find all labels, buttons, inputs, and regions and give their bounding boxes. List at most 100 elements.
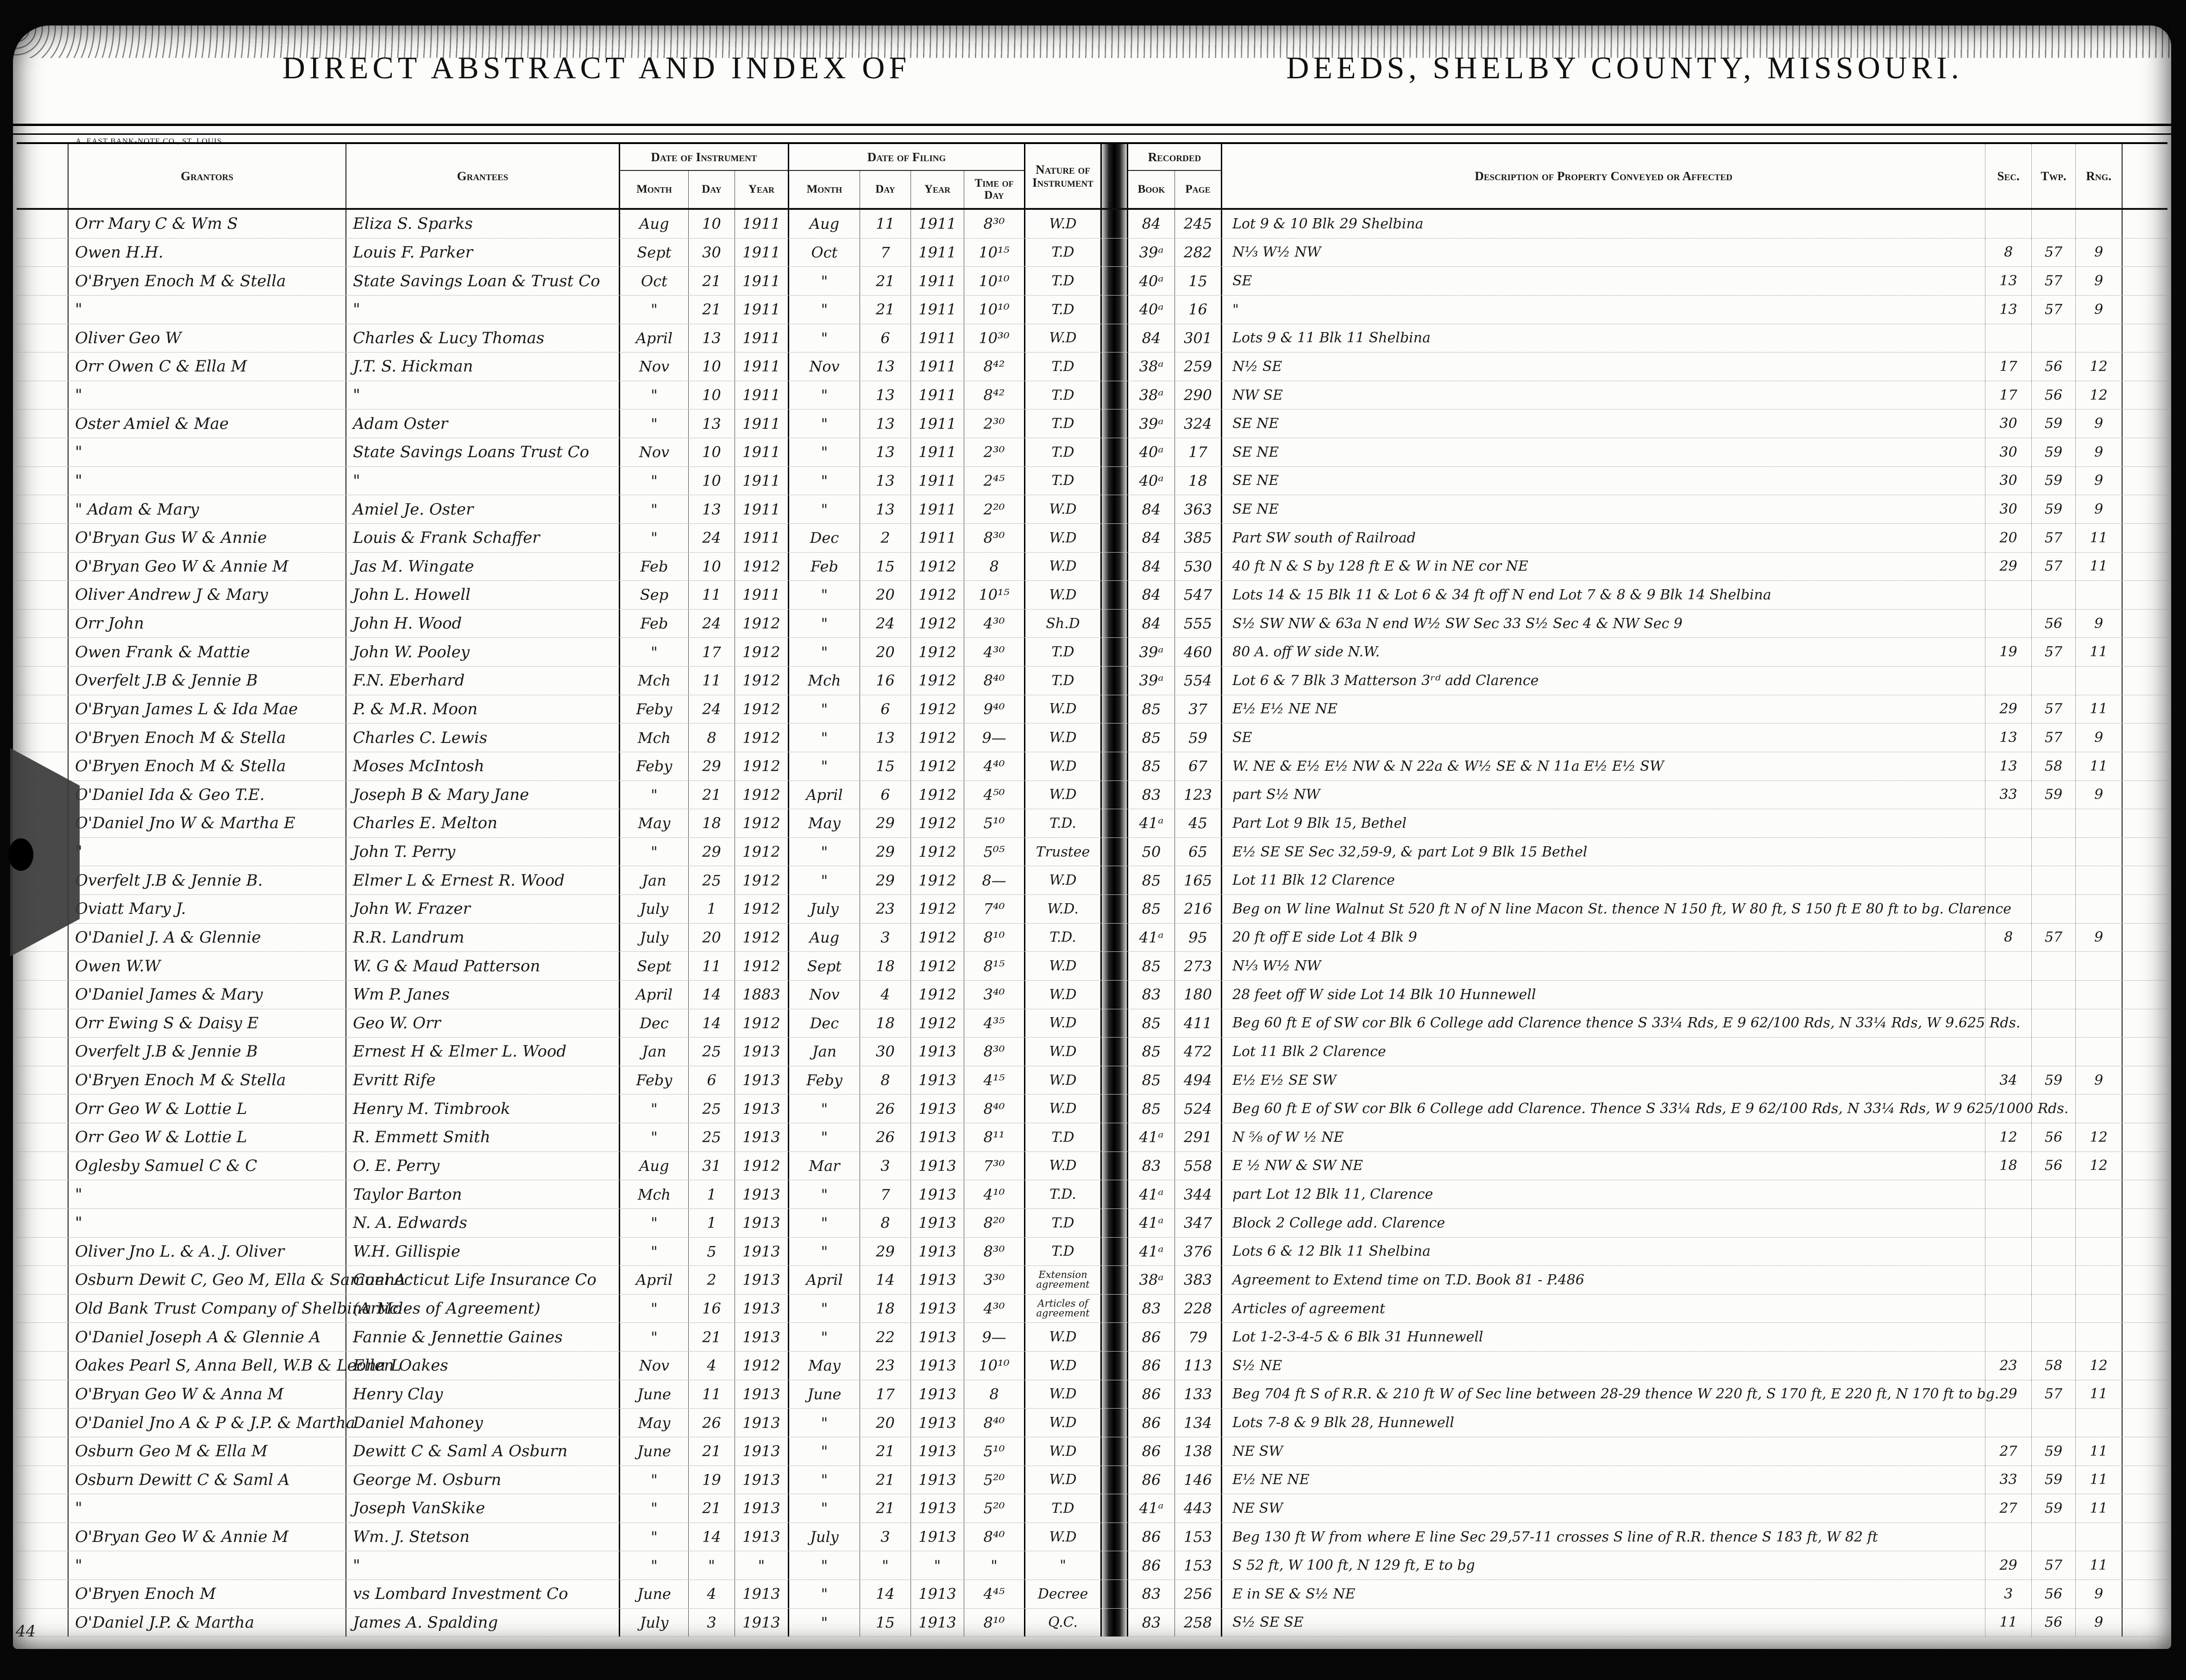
book-gutter-cell bbox=[1100, 1009, 1128, 1038]
page-cell: 347 bbox=[1175, 1208, 1221, 1237]
filing-month-cell: " bbox=[788, 1123, 860, 1151]
filing-month-cell: " bbox=[788, 381, 860, 409]
rng-cell bbox=[2075, 1409, 2122, 1437]
instrument-year-cell: 1912 bbox=[735, 638, 788, 666]
instrument-day-cell: 11 bbox=[688, 952, 735, 980]
ledger-row: O'Bryan Gus W & Annie Louis & Frank Scha… bbox=[17, 523, 2167, 553]
instrument-year-cell: 1911 bbox=[735, 267, 788, 295]
left-margin-cell bbox=[17, 1180, 68, 1208]
ledger-row: Owen H.H. Louis F. Parker Sept 30 1911 O… bbox=[17, 238, 2167, 267]
book-cell: 50 bbox=[1142, 843, 1161, 861]
grantee-cell: P. & M.R. Moon bbox=[345, 695, 619, 724]
filing-year-cell: 1912 bbox=[911, 780, 964, 809]
filing-day-cell: 29 bbox=[860, 1237, 911, 1266]
page-cell: 558 bbox=[1175, 1151, 1221, 1180]
filing-month-cell: Mch bbox=[788, 667, 860, 695]
grantor-cell: " Adam & Mary bbox=[68, 495, 345, 523]
left-margin-cell bbox=[17, 638, 68, 666]
nature-cell: W.D bbox=[1024, 1352, 1100, 1380]
instrument-month-cell: June bbox=[619, 1580, 688, 1608]
instrument-year-cell: 1911 bbox=[735, 352, 788, 381]
grantor-cell: O'Bryen Enoch M & Stella bbox=[68, 1066, 345, 1095]
nature-cell: W.D bbox=[1024, 752, 1100, 780]
filing-time-cell: 8³⁰ bbox=[964, 210, 1024, 238]
description-cell: W. NE & E½ E½ NW & N 22a & W½ SE & N 11a… bbox=[1221, 752, 1985, 780]
filing-time-cell: 8⁴² bbox=[964, 381, 1024, 409]
right-margin-cell bbox=[2122, 780, 2165, 809]
book-gutter-cell bbox=[1100, 866, 1128, 894]
rng-cell: 11 bbox=[2075, 1551, 2122, 1579]
filing-month-cell: " bbox=[788, 1180, 860, 1208]
grantee-cell: O. E. Perry bbox=[345, 1151, 619, 1180]
filing-day-cell: " bbox=[860, 1551, 911, 1579]
instrument-day-cell: 25 bbox=[688, 1123, 735, 1151]
filing-month-cell: May bbox=[788, 809, 860, 837]
right-margin-cell bbox=[2122, 238, 2165, 267]
page-cell: 383 bbox=[1175, 1266, 1221, 1294]
twp-cell: 56 bbox=[2031, 381, 2075, 409]
sec-cell: 3 bbox=[1985, 1580, 2031, 1608]
ledger-row: Oster Amiel & Mae Adam Oster " 13 1911 "… bbox=[17, 409, 2167, 438]
description-cell: SE NE bbox=[1221, 466, 1985, 495]
instrument-month-cell: " bbox=[619, 466, 688, 495]
filing-time-cell: 9— bbox=[964, 724, 1024, 752]
twp-cell: 57 bbox=[2031, 238, 2075, 267]
filing-month-cell: " bbox=[788, 638, 860, 666]
nature-cell: T.D bbox=[1024, 267, 1100, 295]
description-cell: N½ SE bbox=[1221, 352, 1985, 381]
book-cell: 85 bbox=[1142, 1014, 1161, 1032]
nature-cell: T.D bbox=[1024, 667, 1100, 695]
grantee-cell: John W. Pooley bbox=[345, 638, 619, 666]
filing-year-cell: 1912 bbox=[911, 866, 964, 894]
filing-month-cell: " bbox=[788, 1208, 860, 1237]
filing-time-cell: 8⁴⁰ bbox=[964, 1095, 1024, 1123]
ledger-row: O'Bryan Geo W & Annie M Jas M. Wingate F… bbox=[17, 552, 2167, 581]
ledger-row: Overfelt J.B & Jennie B F.N. Eberhard Mc… bbox=[17, 667, 2167, 695]
description-cell: Lot 9 & 10 Blk 29 Shelbina bbox=[1221, 210, 1985, 238]
twp-cell: 56 bbox=[2031, 1123, 2075, 1151]
instrument-day-cell: 17 bbox=[688, 638, 735, 666]
twp-cell: 59 bbox=[2031, 1066, 2075, 1095]
rng-cell bbox=[2075, 895, 2122, 923]
right-margin-cell bbox=[2122, 1180, 2165, 1208]
description-cell: SE bbox=[1221, 267, 1985, 295]
left-page-title: DIRECT ABSTRACT AND INDEX OF bbox=[282, 50, 911, 85]
ledger-row: O'Bryen Enoch M & Stella Evritt Rife Feb… bbox=[17, 1066, 2167, 1095]
page-cell: 259 bbox=[1175, 352, 1221, 381]
filing-month-cell: " bbox=[788, 1409, 860, 1437]
col-inst-day: Day bbox=[688, 171, 735, 208]
ledger-row: Osburn Dewitt C & Saml A George M. Osbur… bbox=[17, 1466, 2167, 1495]
twp-cell bbox=[2031, 1323, 2075, 1351]
sec-cell: 30 bbox=[1985, 495, 2031, 523]
right-margin-cell bbox=[2122, 1294, 2165, 1323]
page-cell: 301 bbox=[1175, 324, 1221, 352]
filing-day-cell: 29 bbox=[860, 837, 911, 866]
ledger-row: Oglesby Samuel C & C O. E. Perry Aug 31 … bbox=[17, 1151, 2167, 1181]
sec-cell: 13 bbox=[1985, 724, 2031, 752]
filing-month-cell: " bbox=[788, 724, 860, 752]
page-cell: 228 bbox=[1175, 1294, 1221, 1323]
twp-cell: 57 bbox=[2031, 695, 2075, 724]
grantor-cell: " bbox=[68, 1180, 345, 1208]
twp-cell bbox=[2031, 895, 2075, 923]
sec-cell: 34 bbox=[1985, 1066, 2031, 1095]
right-margin-cell bbox=[2122, 1323, 2165, 1351]
instrument-month-cell: Nov bbox=[619, 438, 688, 466]
description-cell: Lots 14 & 15 Blk 11 & Lot 6 & 34 ft off … bbox=[1221, 581, 1985, 609]
scan-noise bbox=[13, 25, 2171, 58]
ledger-row: " " " " " " " " " " 86 153 S 52 ft, W 10… bbox=[17, 1551, 2167, 1580]
filing-time-cell: 9— bbox=[964, 1323, 1024, 1351]
page-cell: 282 bbox=[1175, 238, 1221, 267]
nature-cell: W.D bbox=[1024, 980, 1100, 1009]
sec-cell: 29 bbox=[1985, 1380, 2031, 1409]
twp-cell bbox=[2031, 581, 2075, 609]
filing-year-cell: 1913 bbox=[911, 1466, 964, 1494]
grantee-cell: Ernest H & Elmer L. Wood bbox=[345, 1038, 619, 1066]
twp-cell: 57 bbox=[2031, 923, 2075, 952]
book-cell: 40ᵃ bbox=[1139, 272, 1164, 290]
filing-month-cell: " bbox=[788, 1095, 860, 1123]
right-margin-cell bbox=[2122, 923, 2165, 952]
instrument-year-cell: 1912 bbox=[735, 809, 788, 837]
book-cell: 40ᵃ bbox=[1139, 472, 1164, 490]
book-gutter-cell bbox=[1100, 1523, 1128, 1551]
